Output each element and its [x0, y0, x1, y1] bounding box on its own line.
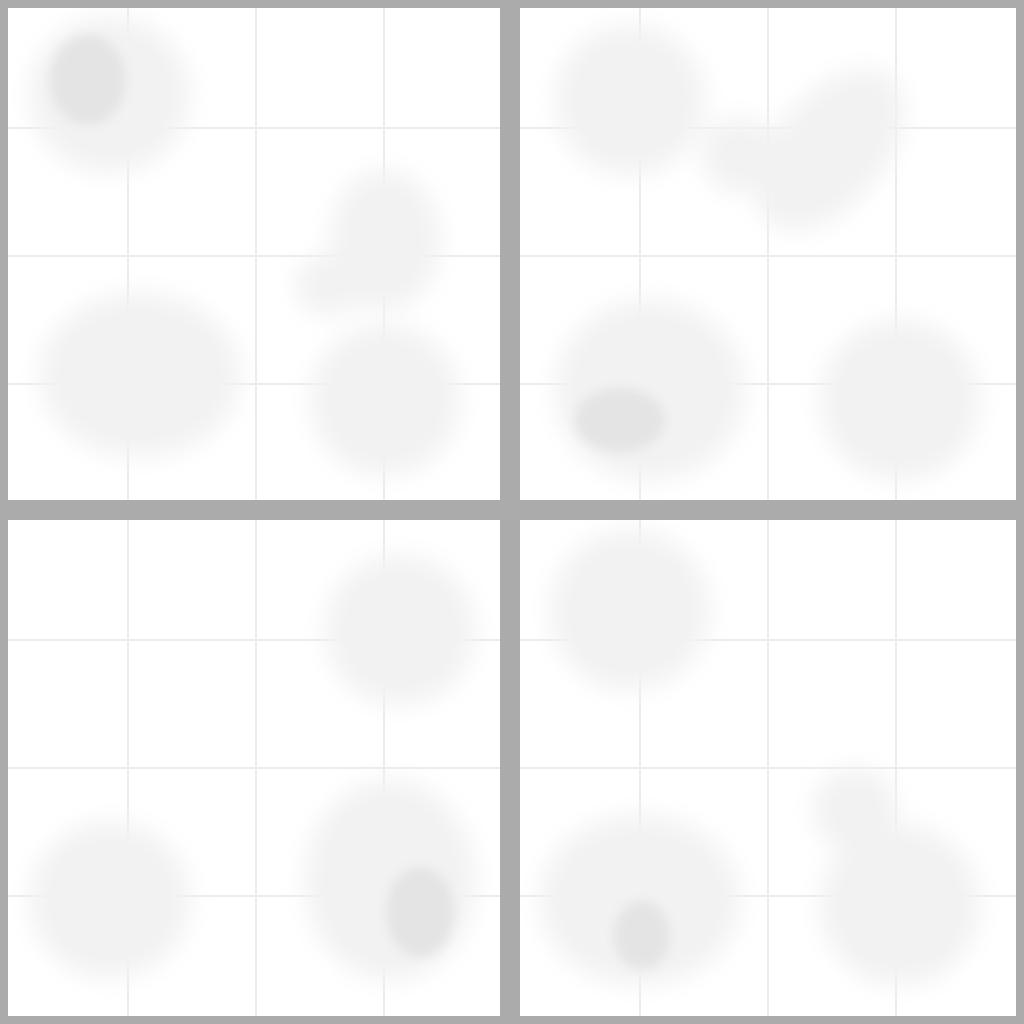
blob — [555, 25, 705, 175]
blob — [310, 325, 460, 475]
spot — [386, 867, 454, 957]
spots — [50, 35, 670, 969]
spot — [50, 35, 126, 125]
blob — [702, 117, 778, 193]
blob — [755, 69, 905, 231]
blob — [820, 320, 980, 480]
blob — [550, 530, 710, 690]
spot — [575, 388, 665, 452]
blob — [40, 293, 240, 457]
blob — [305, 780, 475, 980]
blob — [540, 815, 740, 985]
blob — [325, 555, 475, 705]
blob — [555, 300, 745, 480]
blob — [30, 822, 190, 978]
spot — [614, 901, 670, 969]
blob — [295, 255, 365, 315]
blobs — [30, 17, 980, 985]
blob — [820, 825, 980, 985]
